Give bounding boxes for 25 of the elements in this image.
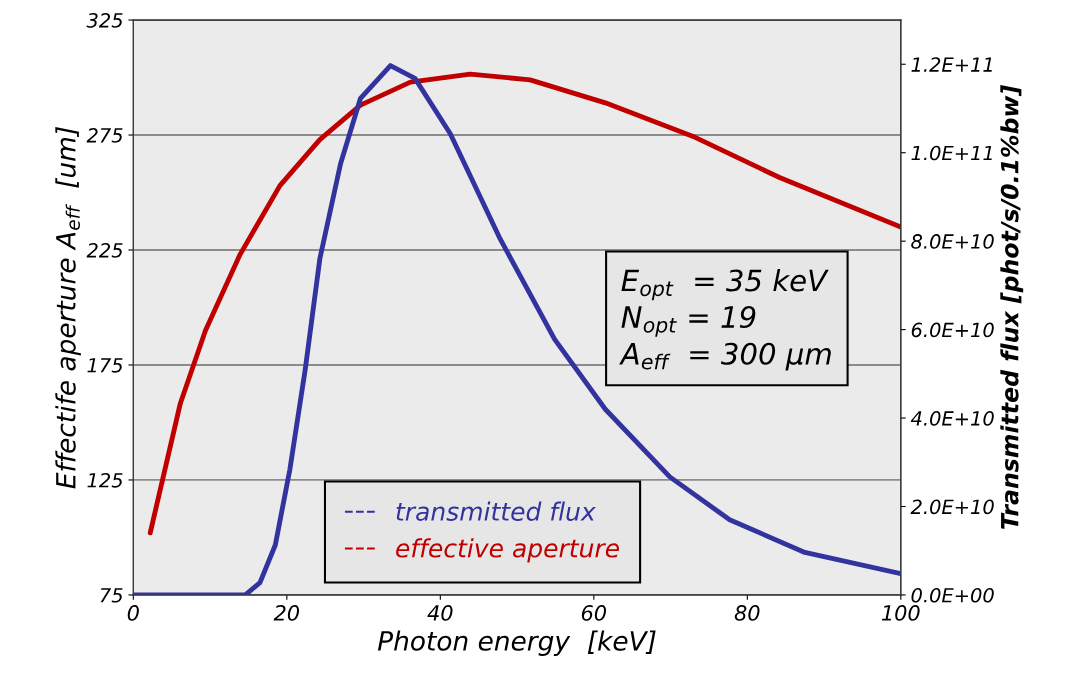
y-tick-label: 325 [86, 12, 123, 28]
legend-label: effective aperture [396, 538, 619, 563]
y2-tick-label: 8.0E+10 [911, 234, 994, 249]
y2-tick-label: 4.0E+10 [910, 411, 994, 426]
x-tick-label: 80 [734, 605, 760, 621]
x-tick-label: 60 [581, 605, 607, 621]
y2-tick-label: 1.0E+11 [911, 145, 992, 161]
y2-axis-title: Transmitted flux [phot/s/0.1%bw] [1000, 85, 1024, 529]
y2-tick-label: 0.0E+00 [911, 587, 994, 603]
text: E$_{opt}$ = 35 keV N$_{opt}$ = 19 A$_{eff}$ = 300 µm [619, 268, 831, 371]
y2-tick-label: 1.2E+11 [911, 57, 992, 72]
x-tick-label: 20 [273, 605, 300, 621]
y-tick-label: 225 [86, 242, 123, 258]
y2-tick-label: 6.0E+10 [911, 322, 994, 338]
x-tick-label: 40 [427, 605, 453, 621]
y-tick-label: 175 [87, 358, 123, 373]
y2-tick-label: 2.0E+10 [910, 499, 994, 515]
y-tick-label: 275 [86, 127, 123, 143]
legend-label: transmitted flux [396, 501, 596, 521]
x-axis-title: Photon energy [keV] [377, 630, 656, 656]
x-tick-label: 100 [881, 605, 920, 621]
y-tick-label: 75 [100, 588, 123, 603]
y-axis-title: Effectife aperture A$_{eff}$ [um] [55, 127, 81, 489]
y-tick-label: 125 [87, 472, 123, 488]
x-tick-label: 0 [127, 605, 139, 621]
